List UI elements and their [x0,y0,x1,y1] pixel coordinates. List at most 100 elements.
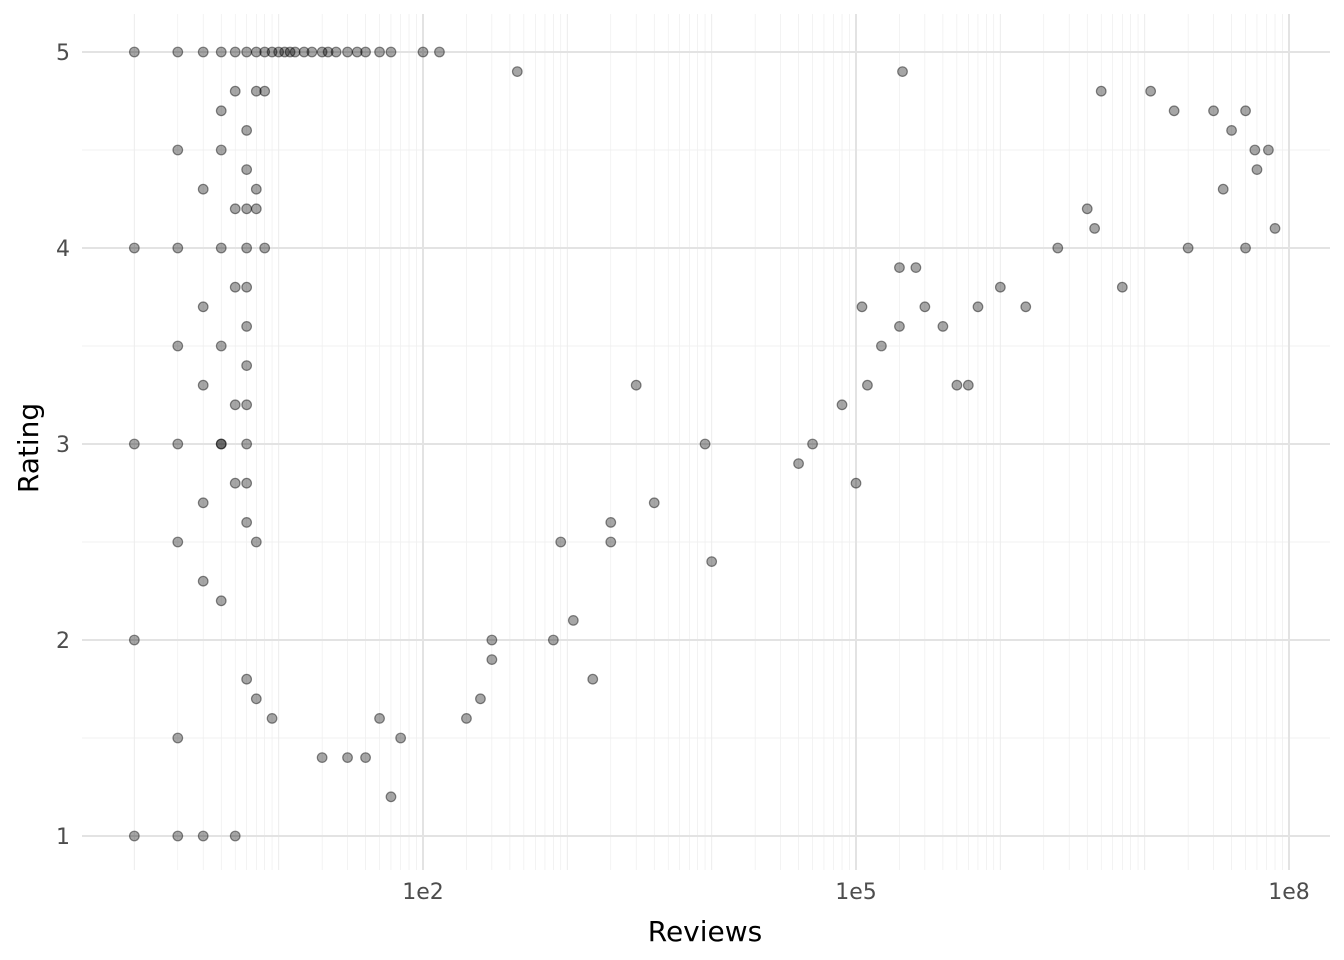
data-point [1226,124,1237,136]
y-tick-label: 5 [56,41,70,66]
data-point [360,752,371,763]
data-point [172,536,184,548]
data-point [699,438,711,450]
data-point [1208,105,1219,117]
data-point [1020,301,1032,313]
data-point [197,301,209,313]
data-point [229,203,241,215]
data-point [330,46,342,58]
data-point [385,791,397,803]
y-tick-label: 2 [56,629,70,654]
data-point [511,66,523,77]
data-point [1217,183,1229,195]
data-point [241,281,253,293]
data-point [856,301,868,313]
x-tick-label: 1e8 [1268,880,1310,905]
data-point [259,46,271,58]
data-point [259,85,271,97]
data-point [241,242,253,254]
data-point [1052,242,1064,254]
data-point [215,242,227,254]
data-point [486,654,498,665]
data-point [128,830,140,842]
data-point [241,46,253,58]
data-point [172,732,184,744]
data-point [266,46,278,58]
data-point [172,830,184,842]
data-point [1249,144,1261,156]
data-point [897,66,908,77]
data-point [241,321,253,332]
data-point [172,340,184,352]
data-point [1095,85,1107,97]
data-point [241,477,253,489]
data-point [229,399,241,411]
data-point [128,46,140,58]
data-point [197,379,209,391]
data-point [385,46,397,58]
data-point [128,242,140,254]
data-point [241,438,253,450]
data-point [241,360,253,372]
data-point [1263,144,1274,156]
data-point [1089,222,1101,234]
data-point [395,732,407,744]
data-point [951,379,963,391]
data-point [894,262,905,274]
data-point [1168,105,1180,117]
data-point [1182,242,1194,254]
data-point [250,183,262,195]
data-point [374,46,385,58]
data-point [1251,164,1263,176]
data-point [342,46,353,58]
data-point [241,517,253,528]
minor-gridlines [82,14,1330,870]
data-point [215,340,227,352]
data-point [360,46,371,58]
data-point [793,458,804,470]
data-point [259,242,271,254]
data-point [241,203,253,215]
data-point [1145,85,1157,97]
data-point [241,124,253,136]
data-point [555,536,567,548]
data-point [241,399,253,411]
data-point [962,379,974,391]
data-point [229,477,241,489]
x-tick-label: 1e2 [402,880,444,905]
data-point [197,497,209,509]
data-point [648,497,660,509]
data-point [298,46,310,58]
data-point [284,46,296,58]
data-point [250,85,262,97]
y-axis-title: Rating [12,403,45,493]
data-point [172,46,184,58]
data-point [172,144,184,156]
data-point [972,301,984,313]
y-tick-label: 4 [56,237,70,262]
data-point [241,164,253,176]
data-point [1116,281,1128,293]
data-point [215,595,227,607]
data-point [630,379,642,391]
y-tick-label: 3 [56,433,70,458]
data-point [434,46,445,58]
data-point [215,105,227,117]
data-point [172,242,184,254]
data-point [910,262,922,274]
data-point [374,713,385,724]
data-point [850,477,862,489]
data-point [417,46,429,58]
data-point [475,693,486,705]
x-axis-title: Reviews [648,915,763,948]
data-points [128,46,1281,842]
data-point [461,713,472,724]
data-point [197,575,209,587]
data-point [342,752,353,763]
data-point [229,85,241,97]
data-point [250,46,262,58]
data-point [862,379,873,391]
major-gridlines [82,14,1330,870]
data-point [172,438,184,450]
